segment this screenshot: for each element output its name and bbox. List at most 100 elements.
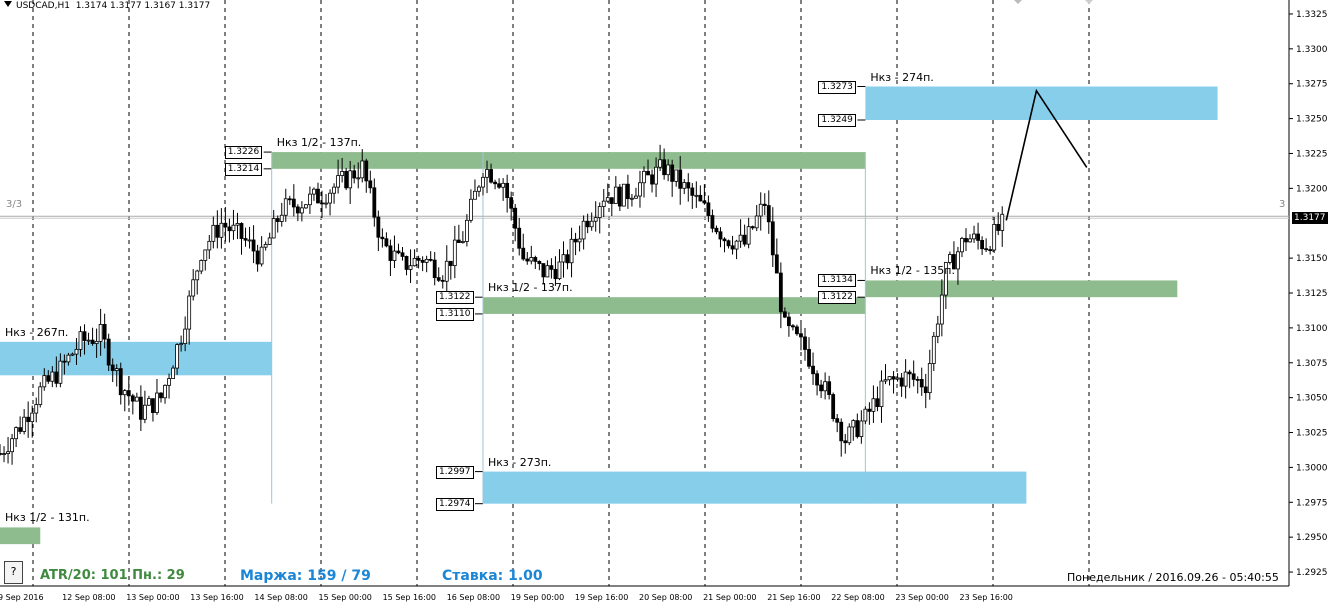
candle-body — [299, 207, 304, 214]
candle-body — [501, 182, 506, 188]
candle-body — [424, 258, 429, 263]
candle-body — [815, 373, 819, 386]
zone-box — [0, 527, 41, 545]
candle-body — [557, 261, 562, 280]
candle-body — [722, 238, 727, 242]
candle-body — [960, 238, 964, 253]
symbol-title: USDCAD,H1 1.3174 1.3177 1.3167 1.3177 — [4, 1, 210, 11]
candle-body — [585, 220, 590, 228]
candle-body — [613, 186, 618, 204]
candle-body — [267, 237, 272, 245]
help-button[interactable]: ? — [4, 561, 23, 584]
candle-body — [597, 206, 602, 218]
candle-body — [42, 375, 47, 388]
candle-body — [859, 420, 864, 437]
candle-body — [428, 258, 433, 261]
candle-body — [235, 223, 240, 226]
candle-body — [891, 376, 896, 380]
candle-body — [215, 224, 220, 238]
zone-label: Нкз 1/2 - 131п. — [5, 511, 90, 525]
candle-body — [90, 339, 95, 344]
candle-body — [968, 238, 972, 243]
candle-body — [650, 174, 654, 185]
candle-body — [167, 378, 171, 386]
candle-body — [58, 360, 63, 384]
candle-body — [2, 453, 6, 455]
price-tag: 1.3122 — [436, 291, 474, 305]
candle-body — [54, 371, 59, 384]
dropdown-triangle-icon[interactable] — [4, 1, 12, 7]
candle-body — [863, 408, 868, 422]
candle-body — [976, 233, 980, 241]
candle-body — [372, 187, 377, 218]
x-tick-label: 19 Sep 00:00 — [511, 593, 564, 602]
zone-label: Нкз - 274п. — [870, 70, 934, 84]
candle-body — [992, 223, 997, 251]
candle-body — [787, 316, 791, 327]
zone-box — [865, 86, 1218, 120]
candle-body — [758, 203, 763, 217]
candle-body — [537, 260, 542, 264]
candle-body — [380, 236, 385, 240]
candle-body — [203, 249, 208, 261]
candle-body — [199, 260, 204, 272]
price-tag: 1.2974 — [436, 497, 474, 511]
candle-body — [746, 226, 751, 245]
candle-body — [392, 250, 397, 261]
candle-body — [26, 416, 31, 423]
candle-body — [915, 378, 920, 381]
candle-body — [0, 453, 2, 455]
zone-label: Нкз 1/2 - 137п. — [276, 136, 362, 150]
price-tag: 1.3273 — [818, 80, 856, 94]
candle-body — [577, 238, 582, 243]
candle-body — [702, 200, 707, 204]
candle-body — [948, 254, 952, 263]
candle-body — [634, 195, 638, 199]
price-tag: 1.2997 — [436, 465, 474, 479]
candle-body — [195, 270, 200, 281]
zone-label: Нкз - 273п. — [488, 455, 552, 469]
candle-body — [718, 231, 723, 240]
y-tick-label: 1.2925 — [1296, 568, 1328, 578]
candle-body — [464, 219, 469, 242]
y-tick-label: 1.3000 — [1296, 463, 1328, 473]
x-tick-label: 23 Sep 16:00 — [960, 593, 1013, 602]
candle-body — [6, 451, 10, 454]
candle-body — [416, 257, 421, 261]
candle-body — [662, 159, 667, 176]
candle-body — [762, 203, 767, 206]
candle-body — [368, 180, 373, 189]
candle-body — [287, 198, 292, 201]
y-tick-label: 1.2975 — [1296, 498, 1328, 508]
candle-body — [328, 192, 332, 204]
candle-body — [964, 238, 968, 243]
candle-body — [626, 183, 630, 200]
candle-body — [521, 247, 526, 260]
candle-body — [183, 328, 188, 344]
y-tick-label: 1.2950 — [1296, 533, 1328, 543]
candle-body — [939, 294, 944, 325]
candle-body — [316, 188, 320, 204]
candle-body — [549, 265, 554, 270]
candle-body — [404, 256, 409, 270]
candle-body — [22, 416, 27, 432]
candle-body — [690, 187, 695, 196]
forecast-line — [1005, 88, 1088, 221]
y-tick-label: 1.3200 — [1296, 184, 1328, 194]
atr-readout: ATR/20: 101 Пн.: 29 — [40, 568, 185, 583]
candle-body — [855, 420, 860, 437]
price-tag: 1.3122 — [818, 291, 856, 305]
candle-body — [726, 240, 731, 247]
candle-body — [1000, 213, 1005, 231]
candle-body — [356, 177, 361, 180]
candle-body — [452, 239, 457, 266]
y-tick-label: 1.3275 — [1296, 80, 1328, 90]
candle-body — [151, 398, 155, 413]
candle-body — [899, 377, 904, 387]
candle-body — [485, 169, 489, 178]
candle-body — [223, 222, 228, 228]
candle-body — [911, 373, 916, 380]
y-tick-label: 1.3150 — [1296, 254, 1328, 264]
candle-body — [340, 171, 345, 176]
candle-body — [827, 381, 832, 395]
